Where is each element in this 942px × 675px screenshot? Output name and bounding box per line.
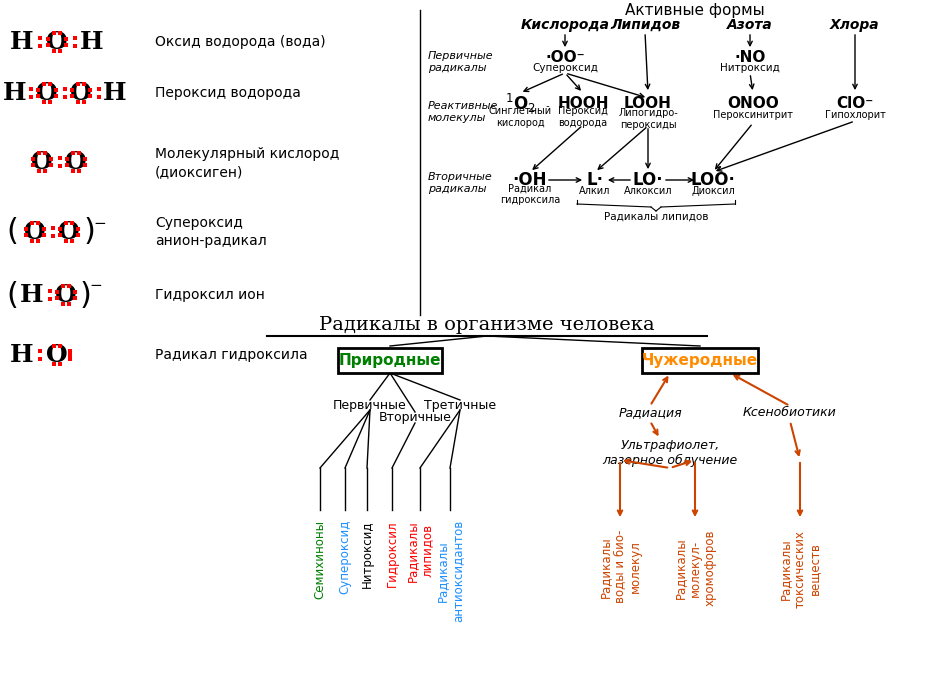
Text: HOOH: HOOH <box>558 95 609 111</box>
Text: Гипохлорит: Гипохлорит <box>824 110 885 120</box>
Text: Чужеродные: Чужеродные <box>642 352 758 367</box>
Text: O: O <box>31 150 53 174</box>
Text: Реактивные
молекулы: Реактивные молекулы <box>428 101 498 123</box>
Text: Ультрафиолет,
лазерное облучение: Ультрафиолет, лазерное облучение <box>602 439 738 467</box>
Text: Вторичные: Вторичные <box>379 412 451 425</box>
Bar <box>642 348 758 373</box>
Text: Липогидро-
пероксиды: Липогидро- пероксиды <box>618 108 678 130</box>
Text: H: H <box>10 343 34 367</box>
Text: −: − <box>93 215 106 230</box>
Text: (: ( <box>6 217 18 246</box>
Text: Радикал гидроксила: Радикал гидроксила <box>155 348 308 362</box>
Text: (диоксиген): (диоксиген) <box>155 165 243 179</box>
Text: Гидроксил ион: Гидроксил ион <box>155 288 265 302</box>
Text: Радиация: Радиация <box>618 406 682 419</box>
Text: O: O <box>70 81 92 105</box>
Text: Липидов: Липидов <box>609 18 680 32</box>
Text: Азота: Азота <box>727 18 772 32</box>
Text: H: H <box>104 81 127 105</box>
Text: Радикалы в организме человека: Радикалы в организме человека <box>319 316 655 334</box>
Text: O: O <box>36 81 57 105</box>
Text: O: O <box>56 283 77 307</box>
Text: H: H <box>80 30 104 54</box>
Text: Гидроксил: Гидроксил <box>385 520 398 587</box>
Text: Радикалы
токсических
веществ: Радикалы токсических веществ <box>778 530 821 608</box>
Text: Алкоксил: Алкоксил <box>624 186 673 196</box>
Text: Диоксил: Диоксил <box>691 186 735 196</box>
Text: ·OH: ·OH <box>512 171 547 189</box>
Text: Радикал
гидроксила: Радикал гидроксила <box>500 183 560 205</box>
Text: O: O <box>65 150 87 174</box>
Text: Радикалы
липидов: Радикалы липидов <box>406 520 434 582</box>
Text: LOOH: LOOH <box>624 95 672 111</box>
Text: ): ) <box>79 281 91 310</box>
Text: ·NO: ·NO <box>735 49 766 65</box>
Text: Первичные: Первичные <box>333 398 407 412</box>
Text: Пероксид
водорода: Пероксид водорода <box>558 106 608 128</box>
Bar <box>338 348 442 373</box>
Text: Ксенобиотики: Ксенобиотики <box>743 406 836 419</box>
Text: O: O <box>46 343 68 367</box>
Text: Нитроксид: Нитроксид <box>361 520 373 587</box>
Text: Супероксид: Супероксид <box>155 216 243 230</box>
Text: ·OO⁻: ·OO⁻ <box>545 49 585 65</box>
Text: L·: L· <box>587 171 604 189</box>
Text: Супероксид: Супероксид <box>532 63 598 73</box>
Text: Первичные
радикалы: Первичные радикалы <box>428 51 494 73</box>
Text: LO·: LO· <box>633 171 663 189</box>
Text: $^1$O$_2$: $^1$O$_2$ <box>505 91 535 115</box>
Text: O: O <box>24 220 46 244</box>
Text: Хлора: Хлора <box>830 18 880 32</box>
Text: H: H <box>3 81 26 105</box>
Text: (: ( <box>6 281 18 310</box>
Text: Вторичные
радикалы: Вторичные радикалы <box>428 172 493 194</box>
Text: Третичные: Третичные <box>424 398 496 412</box>
Text: Радикалы
антиоксидантов: Радикалы антиоксидантов <box>436 520 464 622</box>
Text: Радикалы
воды и био-
молекул: Радикалы воды и био- молекул <box>598 530 642 603</box>
Text: Семихиноны: Семихиноны <box>314 520 327 599</box>
Text: O: O <box>58 220 80 244</box>
Text: Молекулярный кислород: Молекулярный кислород <box>155 147 339 161</box>
Text: H: H <box>10 30 34 54</box>
Text: Природные: Природные <box>339 352 441 367</box>
Text: LOO·: LOO· <box>690 171 736 189</box>
Text: Алкил: Алкил <box>579 186 610 196</box>
Text: Оксид водорода (вода): Оксид водорода (вода) <box>155 35 326 49</box>
Text: H: H <box>20 283 44 307</box>
Text: Кислорода: Кислорода <box>521 18 609 32</box>
Text: Пероксинитрит: Пероксинитрит <box>713 110 793 120</box>
Text: Супероксид: Супероксид <box>338 520 351 595</box>
Text: Радикалы липидов: Радикалы липидов <box>604 212 708 222</box>
Text: Радикалы
молекул-
хромофоров: Радикалы молекул- хромофоров <box>674 530 717 607</box>
Text: −: − <box>89 279 103 294</box>
Text: Пероксид водорода: Пероксид водорода <box>155 86 300 100</box>
Text: Синглетный
кислород: Синглетный кислород <box>489 106 552 128</box>
Text: Активные формы: Активные формы <box>625 3 765 18</box>
Text: ClO⁻: ClO⁻ <box>836 95 873 111</box>
Text: ONOO: ONOO <box>727 95 779 111</box>
Text: анион-радикал: анион-радикал <box>155 234 267 248</box>
Text: ): ) <box>84 217 96 246</box>
Text: Нитроксид: Нитроксид <box>720 63 780 73</box>
Text: O: O <box>46 30 68 54</box>
